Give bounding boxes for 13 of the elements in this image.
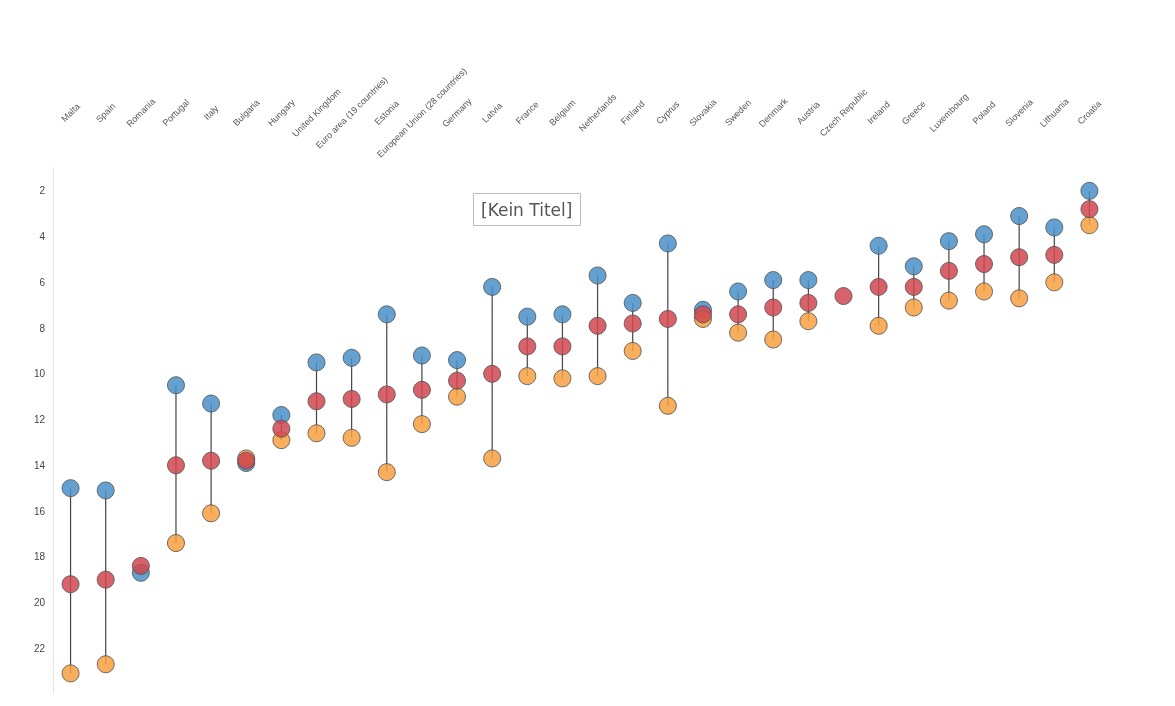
- y-tick-label: 8: [39, 322, 46, 334]
- y-tick-label: 6: [39, 276, 46, 288]
- y-tick-label: 18: [33, 551, 46, 563]
- y-tick-label: 4: [39, 231, 46, 243]
- y-tick-label: 2: [39, 185, 46, 197]
- y-tick-label: 10: [33, 368, 46, 380]
- y-tick-label: 12: [33, 414, 46, 426]
- y-tick-label: 14: [33, 459, 46, 471]
- text: [Kein Titel]: [481, 199, 573, 220]
- y-tick-label: 22: [33, 642, 46, 654]
- y-tick-label: 16: [33, 505, 46, 517]
- x-tick-label: Italy: [201, 102, 221, 123]
- y-tick-label: 20: [33, 597, 46, 609]
